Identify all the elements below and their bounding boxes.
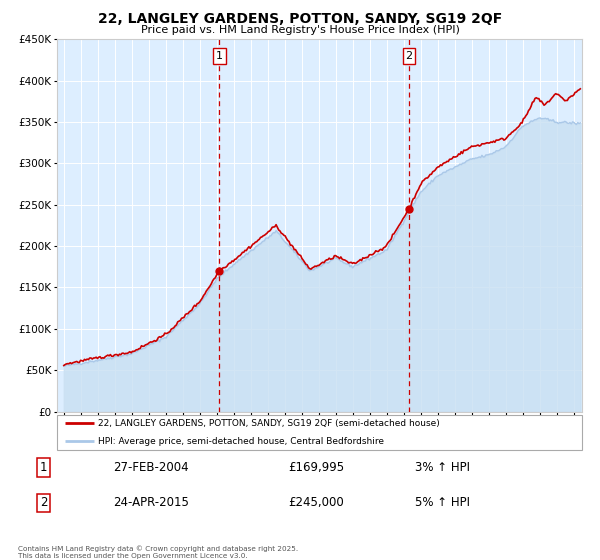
Text: 24-APR-2015: 24-APR-2015 (113, 496, 188, 509)
Text: HPI: Average price, semi-detached house, Central Bedfordshire: HPI: Average price, semi-detached house,… (98, 436, 384, 446)
FancyBboxPatch shape (57, 415, 582, 450)
Text: 2: 2 (40, 496, 47, 509)
Text: 1: 1 (40, 461, 47, 474)
Text: 22, LANGLEY GARDENS, POTTON, SANDY, SG19 2QF: 22, LANGLEY GARDENS, POTTON, SANDY, SG19… (98, 12, 502, 26)
Text: 27-FEB-2004: 27-FEB-2004 (113, 461, 188, 474)
Text: 1: 1 (216, 51, 223, 60)
Text: 3% ↑ HPI: 3% ↑ HPI (415, 461, 470, 474)
Text: £245,000: £245,000 (289, 496, 344, 509)
Text: £169,995: £169,995 (289, 461, 344, 474)
Text: 5% ↑ HPI: 5% ↑ HPI (415, 496, 470, 509)
Text: Contains HM Land Registry data © Crown copyright and database right 2025.
This d: Contains HM Land Registry data © Crown c… (18, 545, 298, 559)
Text: 2: 2 (406, 51, 412, 60)
Text: 22, LANGLEY GARDENS, POTTON, SANDY, SG19 2QF (semi-detached house): 22, LANGLEY GARDENS, POTTON, SANDY, SG19… (98, 419, 440, 428)
Text: Price paid vs. HM Land Registry's House Price Index (HPI): Price paid vs. HM Land Registry's House … (140, 25, 460, 35)
